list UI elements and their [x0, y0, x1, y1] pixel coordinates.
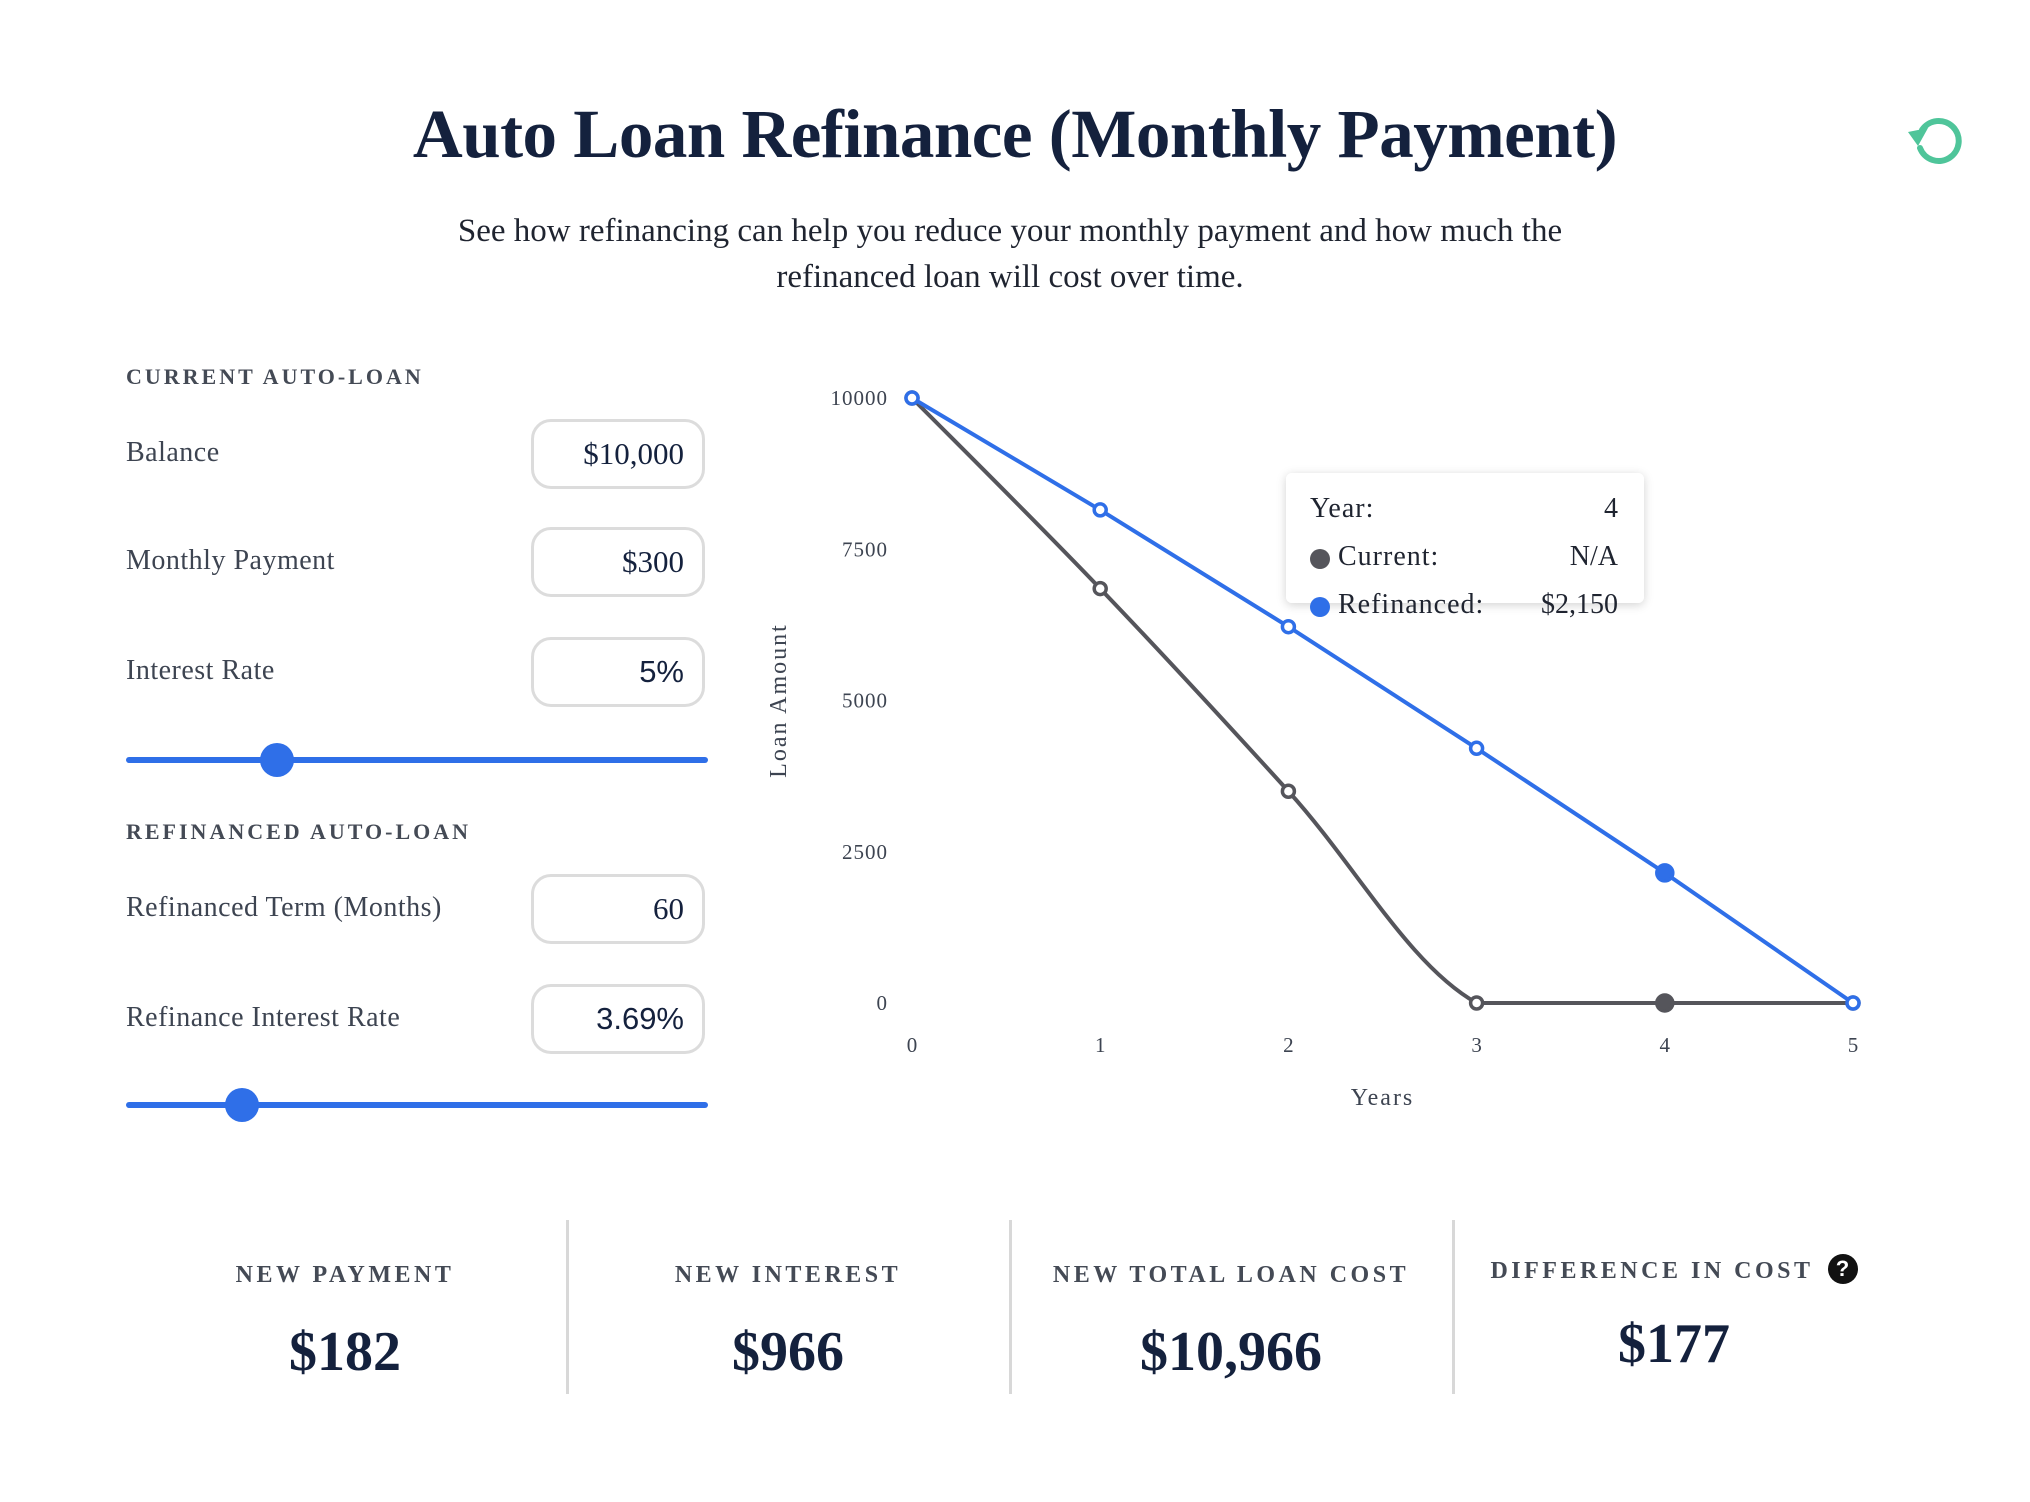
help-icon[interactable]: ?: [1827, 1254, 1858, 1284]
data-point-refinanced: [1655, 863, 1675, 883]
refinance-interest-rate-slider[interactable]: [126, 1085, 708, 1125]
data-point-current: [1280, 783, 1297, 799]
tooltip-current-value: N/A: [1569, 541, 1618, 572]
data-point-refinanced: [1468, 740, 1485, 757]
reset-button[interactable]: [1900, 102, 1970, 172]
slider-track: [126, 1102, 708, 1108]
x-tick-label: 5: [1848, 1033, 1859, 1057]
current-loan-heading: CURRENT AUTO-LOAN: [126, 364, 424, 389]
refinance-interest-rate-label: Refinance Interest Rate: [126, 1002, 401, 1033]
x-axis-title: Years: [1351, 1085, 1415, 1111]
refinanced-term-input[interactable]: 60: [531, 874, 705, 944]
balance-input[interactable]: $10,000: [531, 419, 705, 489]
monthly-payment-input[interactable]: $300: [531, 527, 705, 597]
slider-thumb[interactable]: [225, 1088, 260, 1122]
stat-divider: [566, 1220, 569, 1394]
chart-tooltip: Year: 4 Current: N/A Refinanced: $2,150: [1286, 473, 1644, 620]
new-payment-label: NEW PAYMENT: [235, 1262, 455, 1288]
stat-divider: [1452, 1220, 1455, 1394]
new-payment-value: $182: [289, 1321, 401, 1383]
y-tick-label: 0: [877, 991, 889, 1015]
page-title: Auto Loan Refinance (Monthly Payment): [412, 96, 1618, 172]
balance-label: Balance: [126, 437, 220, 468]
difference-in-cost-label: DIFFERENCE IN COST: [1490, 1258, 1814, 1284]
refinance-interest-rate-input[interactable]: 3.69%: [531, 984, 705, 1054]
y-tick-label: 2500: [842, 840, 888, 864]
slider-thumb[interactable]: [260, 743, 295, 777]
loan-balance-chart: 10000 7500 5000 2500 00 1 2 3 4 5 Years Loan Amount: [766, 386, 1861, 1111]
y-axis-title: Loan Amount: [766, 623, 792, 778]
y-tick-label: 10000: [831, 386, 889, 410]
interest-rate-slider[interactable]: [126, 740, 708, 780]
data-point-refinanced: [1092, 502, 1108, 518]
data-point-current: [1092, 580, 1108, 597]
tooltip-year-label: Year:: [1310, 493, 1375, 524]
refinanced-loan-heading: REFINANCED AUTO-LOAN: [126, 819, 472, 844]
y-tick-label: 7500: [842, 537, 888, 561]
interest-rate-label: Interest Rate: [126, 655, 275, 686]
data-point-refinanced: [1845, 995, 1861, 1011]
x-tick-label: 4: [1660, 1033, 1671, 1057]
data-point-refinanced: [1280, 618, 1297, 635]
difference-in-cost-value: $177: [1618, 1313, 1730, 1375]
tooltip-refinanced-value: $2,150: [1541, 589, 1618, 620]
new-total-loan-cost-label: NEW TOTAL LOAN COST: [1052, 1262, 1410, 1288]
stat-divider: [1009, 1220, 1012, 1394]
x-tick-label: 3: [1471, 1033, 1482, 1057]
difference-in-cost-label-row: DIFFERENCE IN COST?: [1454, 1254, 1894, 1285]
x-tick-label: 0: [907, 1033, 918, 1057]
new-total-loan-cost-value: $10,966: [1140, 1321, 1322, 1383]
new-interest-value: $966: [732, 1321, 844, 1383]
tooltip-refinanced-label: Refinanced:: [1338, 589, 1485, 620]
monthly-payment-label: Monthly Payment: [126, 545, 335, 576]
data-point-current: [1655, 993, 1675, 1013]
page-subtitle: See how refinancing can help you reduce …: [457, 213, 1563, 295]
new-interest-label: NEW INTEREST: [674, 1262, 902, 1288]
refinanced-term-label: Refinanced Term (Months): [126, 892, 442, 923]
refinanced-series-dot-icon: [1310, 597, 1330, 617]
reset-icon: [1908, 118, 1962, 164]
x-tick-label: 1: [1095, 1033, 1106, 1057]
slider-track: [126, 757, 708, 763]
data-point-current: [1468, 995, 1485, 1011]
tooltip-current-label: Current:: [1338, 541, 1440, 572]
interest-rate-input[interactable]: 5%: [531, 637, 705, 707]
x-tick-label: 2: [1283, 1033, 1294, 1057]
current-series-dot-icon: [1310, 549, 1330, 569]
tooltip-year-value: 4: [1604, 493, 1618, 524]
y-tick-label: 5000: [842, 689, 888, 713]
series-line-refinanced: [910, 396, 1855, 1005]
data-point-refinanced: [904, 390, 920, 406]
